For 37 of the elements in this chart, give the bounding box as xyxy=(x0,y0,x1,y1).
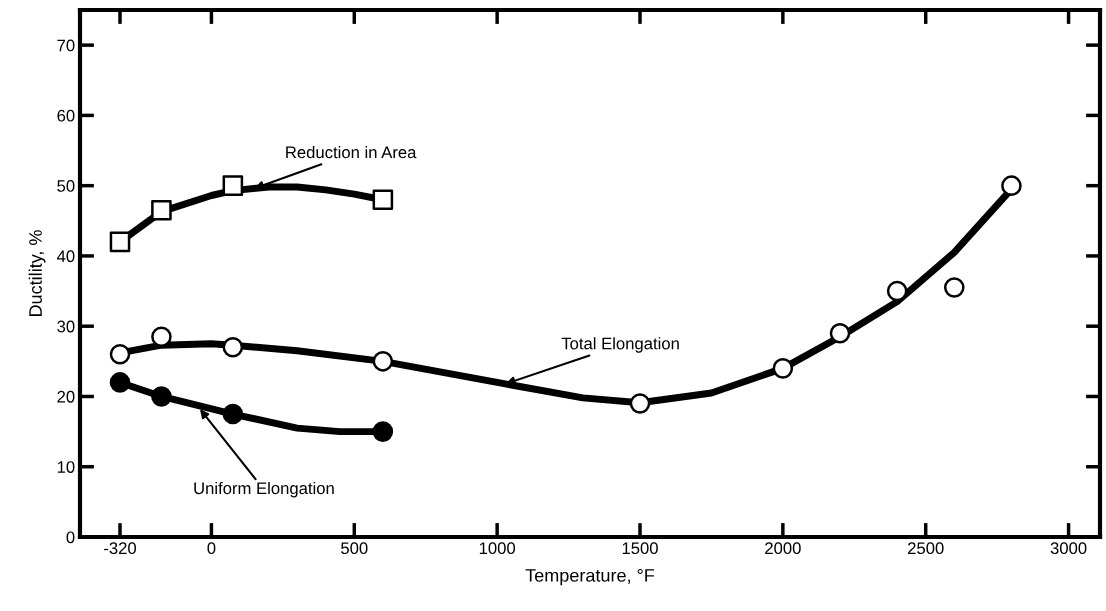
y-tick-label: 10 xyxy=(57,461,75,473)
annotation: Uniform Elongation xyxy=(194,481,334,498)
point xyxy=(372,421,394,442)
point xyxy=(372,351,394,372)
y-tick-label: 30 xyxy=(57,320,75,333)
y-tick-label: 20 xyxy=(57,390,75,403)
x-tick-label: 500 xyxy=(341,542,368,555)
x-tick-label: 1000 xyxy=(479,542,516,555)
annotation: Reduction in Area xyxy=(286,145,417,159)
x-axis-title: Temperature, °F xyxy=(525,568,655,586)
point xyxy=(222,336,244,358)
y-tick-label: 40 xyxy=(56,250,75,263)
x-tick-label: 3000 xyxy=(1050,542,1087,555)
y-tick-label: 70 xyxy=(57,39,75,52)
point xyxy=(629,393,651,414)
point xyxy=(151,199,172,221)
point xyxy=(222,403,244,425)
point xyxy=(772,358,794,379)
x-tick-label: -320 xyxy=(104,542,137,555)
y-tick-label: 50 xyxy=(57,180,75,192)
point xyxy=(1001,175,1022,196)
point xyxy=(222,175,244,196)
y-axis-title: Ductility, % xyxy=(28,230,46,316)
y-tick-label: 0 xyxy=(66,531,75,544)
point xyxy=(829,322,851,344)
x-tick-label: 2000 xyxy=(765,542,801,555)
point xyxy=(372,189,394,211)
point xyxy=(109,344,131,365)
x-tick-label: 1500 xyxy=(622,542,658,555)
annotation: Total Elongation xyxy=(561,337,679,353)
x-tick-label: 2500 xyxy=(908,542,944,555)
point xyxy=(109,231,131,253)
point xyxy=(943,277,965,298)
y-tick-label: 60 xyxy=(57,109,75,122)
x-tick-label: 0 xyxy=(207,542,216,555)
point xyxy=(151,386,172,407)
point xyxy=(109,372,131,393)
